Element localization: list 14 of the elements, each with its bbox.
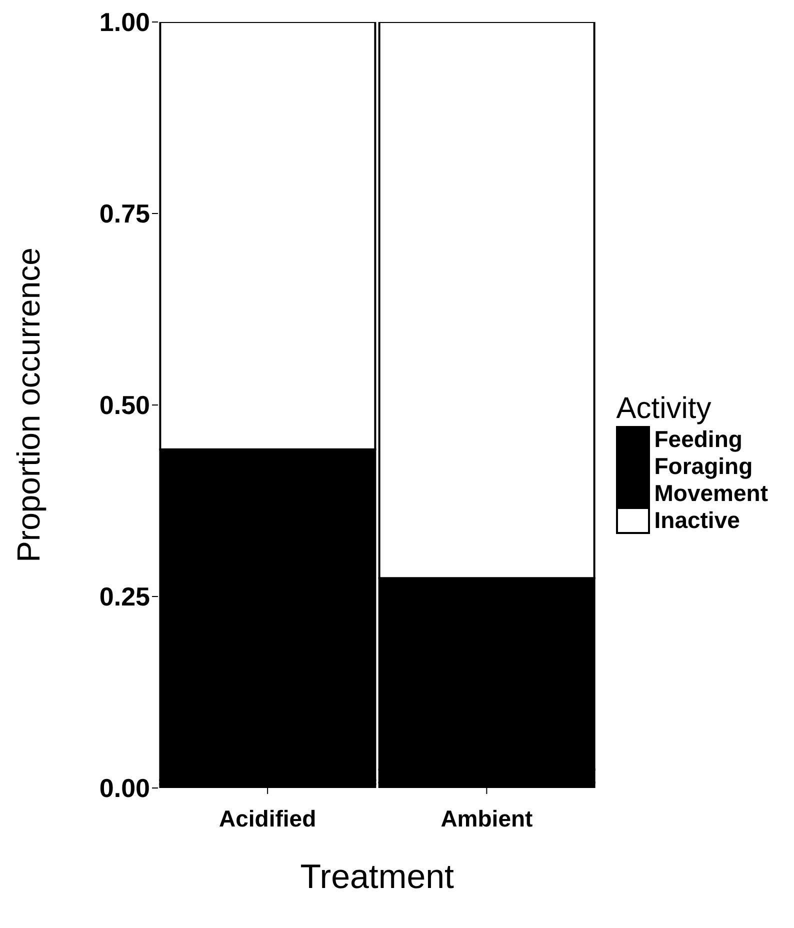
y-axis-title: Proportion occurrence (10, 248, 46, 562)
y-tick-label: 0.50 (99, 390, 150, 420)
legend-label: Inactive (654, 507, 740, 534)
y-tick-label: 0.75 (99, 198, 150, 229)
legend-label: Movement (654, 480, 768, 507)
x-tick-label: Acidified (219, 805, 316, 832)
legend-label: Foraging (654, 453, 753, 480)
x-axis-title: Treatment (300, 858, 455, 896)
legend-label: Feeding (654, 426, 742, 453)
y-tick-label: 0.25 (99, 582, 150, 612)
y-tick-label: 0.00 (99, 773, 150, 804)
y-tick-label: 1.00 (99, 7, 150, 38)
legend-title: Activity (616, 392, 712, 426)
x-tick-label: Ambient (440, 805, 534, 832)
